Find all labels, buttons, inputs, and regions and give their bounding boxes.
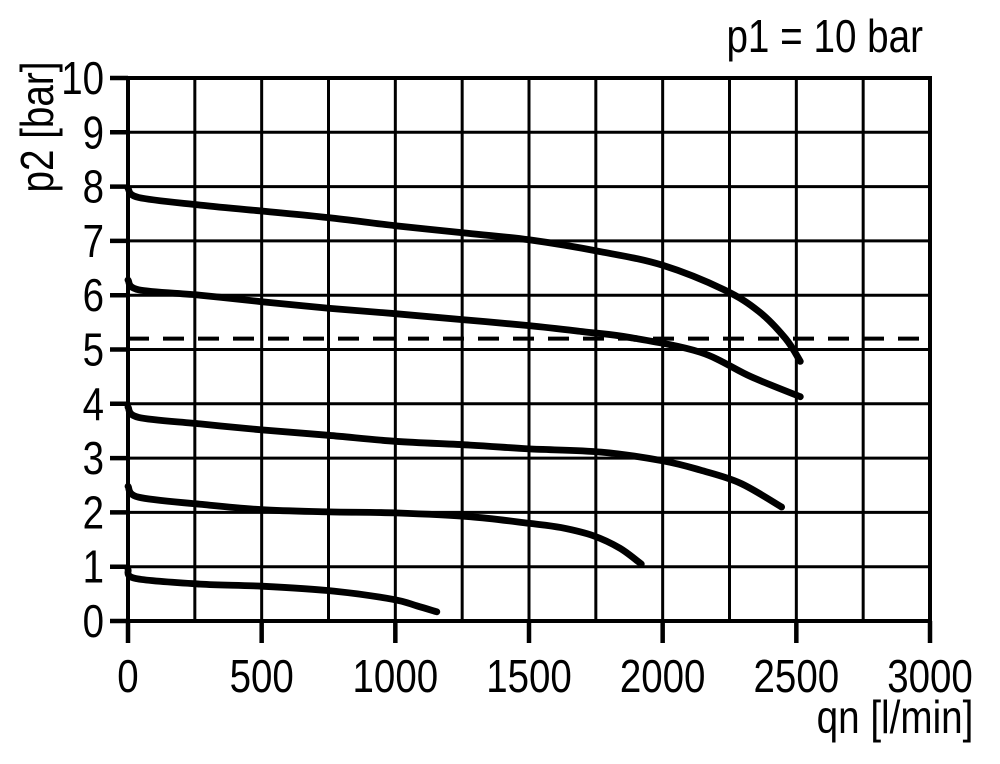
x-tick-label: 3000: [887, 650, 973, 702]
y-tick-label: 5: [83, 324, 104, 376]
grid: [126, 76, 932, 623]
y-tick-label: 3: [83, 432, 104, 484]
x-tick-label: 0: [117, 650, 138, 702]
x-tick-label: 1000: [353, 650, 439, 702]
y-tick-label: 7: [83, 215, 104, 267]
y-tick-label: 4: [83, 378, 104, 430]
y-ticks: [110, 75, 128, 624]
x-tick-label: 2500: [754, 650, 840, 702]
flow-curve-5: [124, 566, 441, 616]
y-tick-label: 2: [83, 486, 104, 538]
flow-curve-1: [124, 184, 804, 365]
y-axis-title: p2 [bar]: [11, 61, 63, 193]
x-tick-labels: 0 500 1000 1500 2000 2500 3000: [117, 650, 973, 702]
x-tick-label: 500: [230, 650, 294, 702]
flow-curve-4: [124, 482, 645, 568]
x-ticks: [125, 621, 933, 643]
y-tick-label: 8: [83, 161, 104, 213]
flow-curve-2: [124, 276, 804, 401]
x-tick-label: 1500: [486, 650, 572, 702]
x-axis-title: qn [l/min]: [816, 691, 974, 743]
y-tick-label: 0: [83, 595, 104, 647]
y-tick-label: 10: [61, 52, 104, 104]
curves: [124, 184, 804, 616]
y-tick-label: 9: [83, 106, 104, 158]
y-tick-label: 6: [83, 269, 104, 321]
flow-curve-3: [124, 403, 785, 511]
chart-title: p1 = 10 bar: [726, 10, 923, 62]
x-tick-label: 2000: [620, 650, 706, 702]
y-tick-label: 1: [83, 541, 104, 593]
